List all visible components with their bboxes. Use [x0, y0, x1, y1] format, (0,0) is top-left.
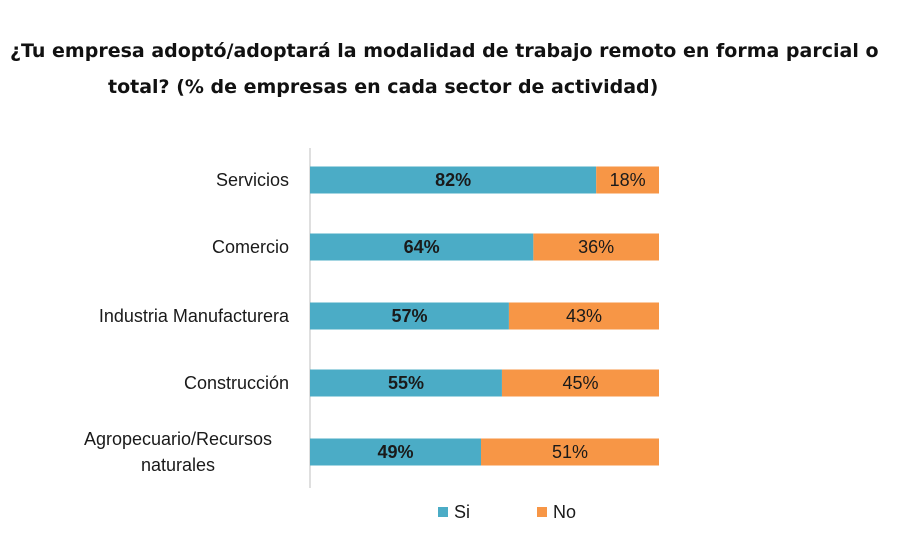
- bar-si: [310, 302, 509, 330]
- data-label: 18%: [610, 170, 646, 190]
- bar-si: [310, 369, 502, 397]
- category-label: Construcción: [184, 373, 289, 393]
- data-label: 64%: [404, 237, 440, 257]
- bar-no: [533, 233, 659, 261]
- data-label: 36%: [578, 237, 614, 257]
- chart-title-line: ¿Tu empresa adoptó/adoptará la modalidad…: [10, 40, 879, 62]
- legend-swatch-no: [537, 507, 547, 517]
- bars: 82% 18% 64% 36% 57% 43% 55% 45% 49% 51%: [310, 166, 659, 466]
- category-label: Agropecuario/Recursos naturales: [84, 429, 272, 475]
- bar-no: [501, 369, 659, 397]
- data-label: 57%: [391, 306, 427, 326]
- chart-title-line: total? (% de empresas en cada sector de …: [108, 76, 658, 98]
- chart-title: ¿Tu empresa adoptó/adoptará la modalidad…: [10, 40, 879, 98]
- bar-no: [596, 166, 659, 194]
- legend-label-si: Si: [454, 502, 470, 522]
- data-label: 82%: [435, 170, 471, 190]
- legend: Si No: [438, 502, 576, 522]
- legend-label-no: No: [553, 502, 576, 522]
- data-label: 43%: [566, 306, 602, 326]
- data-label: 45%: [562, 373, 598, 393]
- bar-si: [310, 233, 534, 261]
- bar-no: [481, 438, 659, 466]
- bar-si: [310, 438, 482, 466]
- bar-si: [310, 166, 597, 194]
- category-labels: Servicios Comercio Industria Manufacturera…: [84, 170, 290, 475]
- category-label: Comercio: [212, 237, 289, 257]
- data-label: 55%: [388, 373, 424, 393]
- category-label: Servicios: [216, 170, 289, 190]
- data-label: 49%: [377, 442, 413, 462]
- category-label: Industria Manufacturera: [99, 306, 290, 326]
- data-label: 51%: [552, 442, 588, 462]
- bar-no: [508, 302, 659, 330]
- legend-swatch-si: [438, 507, 448, 517]
